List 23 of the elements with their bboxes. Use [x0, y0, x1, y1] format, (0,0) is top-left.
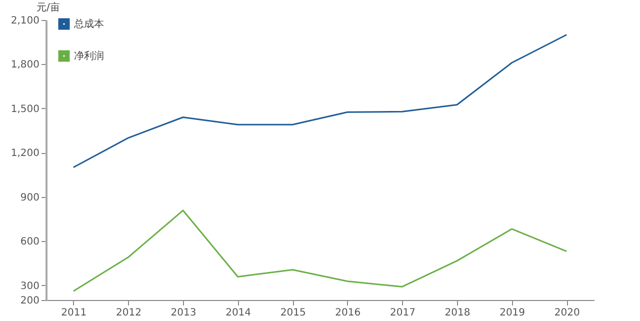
x-tick-label: 2020	[554, 308, 580, 318]
line-series	[72, 34, 568, 168]
x-tick-label: 2011	[61, 308, 87, 318]
y-tick-label: 600	[20, 236, 40, 248]
x-tick-label: 2019	[500, 308, 526, 318]
x-tick-label: 2012	[116, 308, 142, 318]
y-tick-label: 1,800	[10, 60, 40, 71]
legend-label: 净利润	[74, 50, 104, 62]
y-tick-label: 900	[20, 192, 40, 204]
line-series	[72, 210, 568, 292]
x-tick-label: 2018	[444, 308, 470, 318]
y-tick-label: 1,200	[10, 148, 40, 160]
x-tick-label: 2017	[390, 308, 416, 318]
legend-label: 总成本	[73, 18, 104, 30]
x-tick-label: 2015	[280, 308, 306, 318]
x-tick-label: 2013	[170, 308, 196, 318]
y-axis-title: 元/亩	[36, 2, 60, 14]
y-tick-label: 2,100	[10, 16, 40, 26]
x-tick-label: 2016	[335, 308, 361, 318]
x-tick-label: 2014	[226, 308, 252, 318]
y-tick-label: 300	[20, 280, 40, 292]
y-tick-label: 200	[20, 296, 40, 306]
y-tick-label: 1,500	[10, 104, 40, 115]
